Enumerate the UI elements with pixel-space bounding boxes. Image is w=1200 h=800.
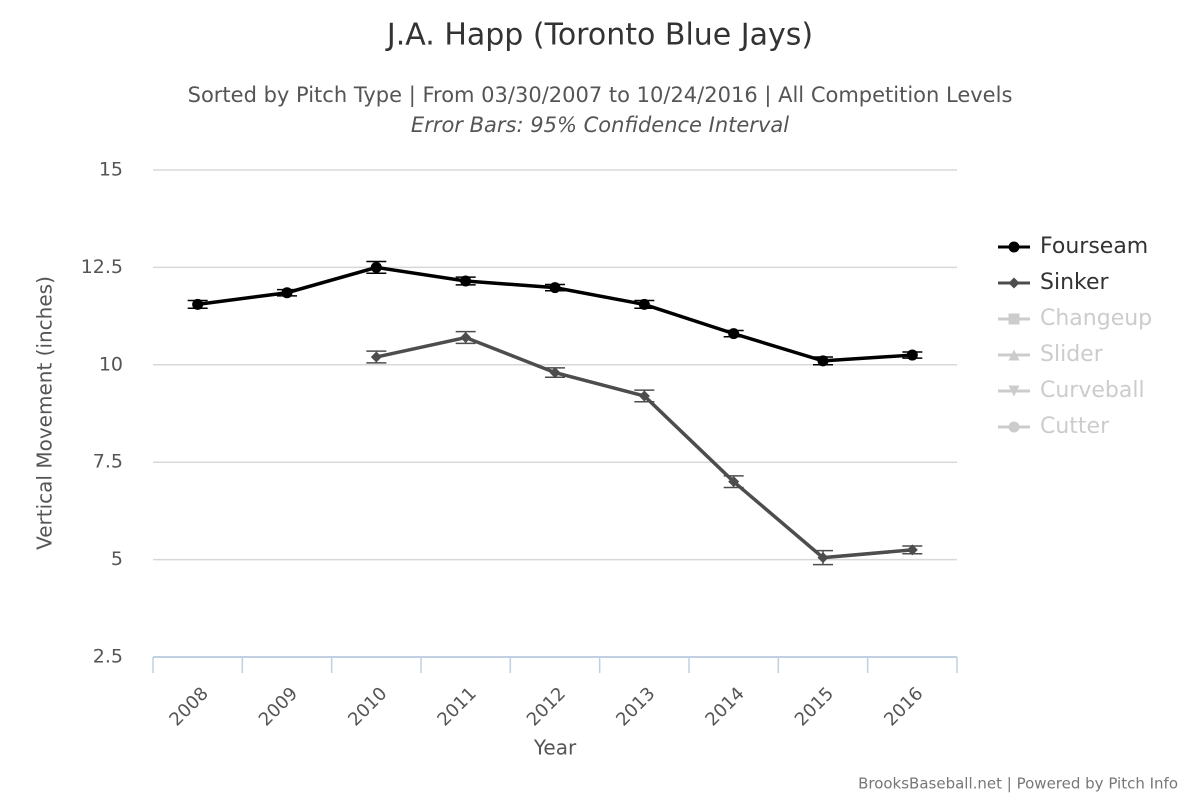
data-point <box>460 275 472 287</box>
y-axis-label: Vertical Movement (inches) <box>33 276 57 550</box>
x-tick-label: 2012 <box>523 683 570 730</box>
legend-label: Fourseam <box>1040 234 1148 259</box>
x-tick-label: 2011 <box>433 683 480 730</box>
legend-marker <box>1008 277 1020 289</box>
data-point <box>638 298 650 310</box>
data-point <box>460 332 472 344</box>
data-point <box>728 476 740 488</box>
data-point <box>549 282 561 294</box>
chart-subtitle: Sorted by Pitch Type | From 03/30/2007 t… <box>188 83 1013 108</box>
data-point <box>817 355 829 367</box>
x-tick-label: 2015 <box>791 683 838 730</box>
x-tick-label: 2016 <box>880 683 927 730</box>
chart-title: J.A. Happ (Toronto Blue Jays) <box>385 18 813 53</box>
y-tick-label: 7.5 <box>93 451 123 473</box>
data-point <box>906 349 918 361</box>
credit: BrooksBaseball.net | Powered by Pitch In… <box>858 775 1178 793</box>
data-point <box>370 351 382 363</box>
legend-label: Curveball <box>1040 378 1145 403</box>
data-point <box>638 390 650 402</box>
y-tick-label: 2.5 <box>93 646 123 668</box>
legend-marker <box>1008 313 1020 325</box>
legend-marker <box>1008 349 1020 361</box>
y-tick-label: 12.5 <box>81 256 123 278</box>
legend-label: Cutter <box>1040 414 1110 439</box>
y-tick-label: 5 <box>111 548 123 570</box>
data-point <box>281 287 293 299</box>
chart-subtitle: Error Bars: 95% Confidence Interval <box>411 113 789 137</box>
x-axis-label: Year <box>533 736 577 760</box>
legend-marker <box>1008 241 1020 253</box>
x-tick-label: 2009 <box>255 683 302 730</box>
data-point <box>370 261 382 273</box>
data-point <box>728 328 740 340</box>
x-tick-label: 2008 <box>165 683 212 730</box>
x-tick-label: 2013 <box>612 683 659 730</box>
data-point <box>549 367 561 379</box>
legend-marker <box>1008 421 1020 433</box>
y-tick-label: 15 <box>99 159 123 181</box>
series-line <box>375 335 913 560</box>
x-tick-label: 2010 <box>344 683 391 730</box>
x-tick-label: 2014 <box>701 683 748 730</box>
data-point <box>192 298 204 310</box>
y-tick-label: 10 <box>99 353 123 375</box>
legend-label: Sinker <box>1040 270 1110 295</box>
data-point <box>817 552 829 564</box>
data-point <box>906 544 918 556</box>
legend-label: Changeup <box>1040 306 1152 331</box>
legend-marker <box>1008 385 1020 397</box>
series-line <box>197 265 913 363</box>
legend-label: Slider <box>1040 342 1104 367</box>
